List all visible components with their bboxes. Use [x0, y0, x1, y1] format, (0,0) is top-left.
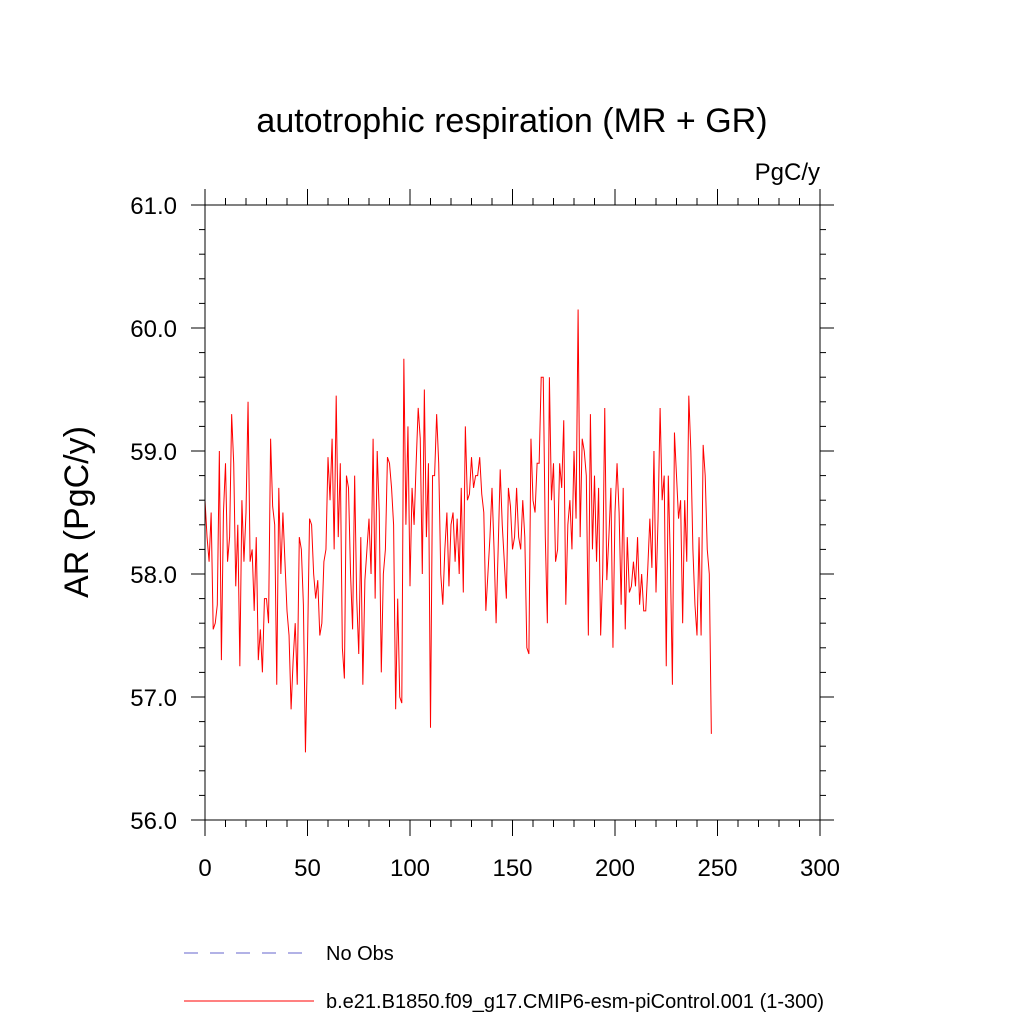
chart-title: autotrophic respiration (MR + GR) — [256, 102, 767, 140]
plot-frame — [204, 204, 821, 821]
units-label: PgC/y — [755, 159, 820, 186]
axis-ticks — [191, 189, 834, 836]
y-tick-label: 60.0 — [130, 316, 177, 343]
data-series — [204, 309, 712, 753]
y-tick-label: 56.0 — [130, 808, 177, 835]
legend: No Obs b.e21.B1850.f09_g17.CMIP6-esm-piC… — [184, 943, 824, 1013]
tick-labels: 0 50 100 150 200 250 300 56.0 57.0 58.0 59.0 60.0 61… — [130, 193, 840, 882]
x-tick-label: 150 — [492, 855, 532, 882]
x-tick-label: 250 — [697, 855, 737, 882]
y-axis-label: AR (PgC/y) — [58, 426, 96, 598]
y-tick-label: 57.0 — [130, 685, 177, 712]
series-line-control-run — [204, 309, 712, 753]
x-tick-label: 50 — [294, 855, 321, 882]
x-tick-label: 300 — [800, 855, 840, 882]
x-tick-label: 0 — [198, 855, 211, 882]
x-tick-label: 200 — [595, 855, 635, 882]
legend-label-no-obs: No Obs — [326, 943, 394, 965]
y-tick-label: 61.0 — [130, 193, 177, 220]
y-tick-label: 58.0 — [130, 562, 177, 589]
y-tick-label: 59.0 — [130, 439, 177, 466]
x-tick-label: 100 — [390, 855, 430, 882]
legend-label-control-run: b.e21.B1850.f09_g17.CMIP6-esm-piControl.… — [326, 991, 824, 1013]
